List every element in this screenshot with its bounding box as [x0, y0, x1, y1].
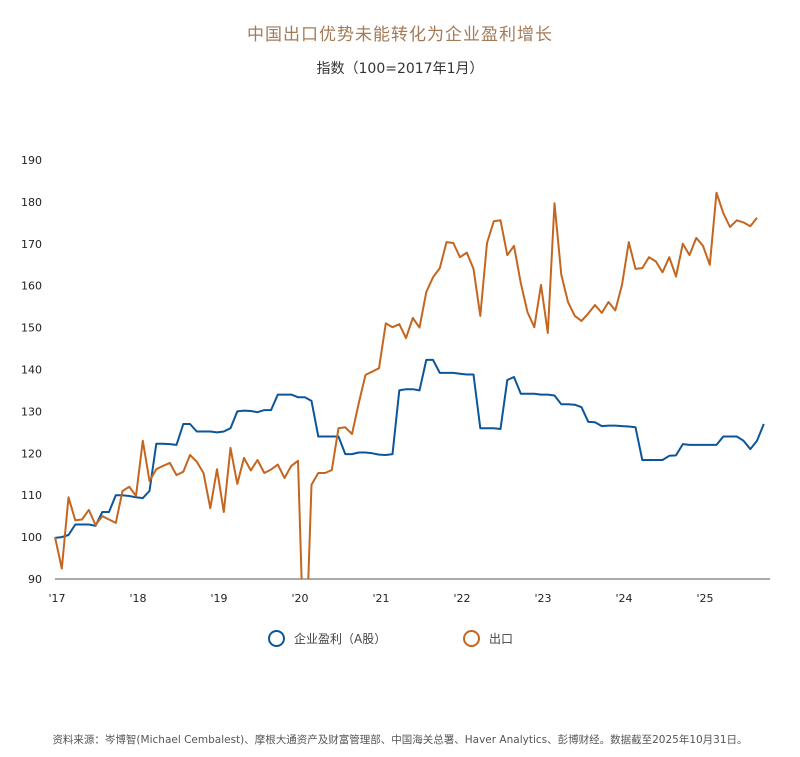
series-exports [54, 191, 758, 579]
legend-circle-icon [463, 630, 480, 647]
y-tick-label: 130 [21, 405, 42, 418]
x-tick-label: '19 [210, 592, 227, 605]
y-axis: 90 100 110 120 130 140 150 160 170 180 190 [21, 154, 42, 586]
legend: 企业盈利（A股） 出口 [0, 630, 800, 652]
x-tick-label: '25 [696, 592, 713, 605]
legend-label: 出口 [489, 632, 514, 646]
x-tick-label: '24 [615, 592, 632, 605]
x-tick-label: '22 [453, 592, 470, 605]
source-note: 资料来源：岑博智(Michael Cembalest)、摩根大通资产及财富管理部… [52, 734, 748, 746]
y-tick-label: 190 [21, 154, 42, 167]
x-axis: '17 '18 '19 '20 '21 '22 '23 '24 '25 [48, 592, 713, 605]
y-tick-label: 150 [21, 322, 42, 335]
y-tick-label: 120 [21, 447, 42, 460]
y-tick-label: 180 [21, 196, 42, 209]
x-tick-label: '23 [534, 592, 551, 605]
y-tick-label: 140 [21, 364, 42, 377]
legend-item-exports: 出口 [463, 630, 513, 647]
y-tick-label: 170 [21, 238, 42, 251]
y-tick-label: 110 [21, 489, 42, 502]
series-line [54, 191, 758, 579]
legend-item-profits: 企业盈利（A股） [268, 630, 386, 647]
legend-circle-icon [268, 630, 285, 647]
x-tick-label: '17 [48, 592, 65, 605]
x-tick-label: '20 [291, 592, 308, 605]
legend-label: 企业盈利（A股） [294, 632, 387, 646]
y-tick-label: 160 [21, 280, 42, 293]
series-line [54, 358, 765, 539]
x-tick-label: '18 [129, 592, 146, 605]
chart-title: 中国出口优势未能转化为企业盈利增长 [247, 25, 553, 45]
y-tick-label: 100 [21, 531, 42, 544]
series-profits [54, 358, 765, 539]
y-tick-label: 90 [28, 573, 42, 586]
x-tick-label: '21 [372, 592, 389, 605]
chart-subtitle: 指数（100=2017年1月） [316, 61, 484, 77]
